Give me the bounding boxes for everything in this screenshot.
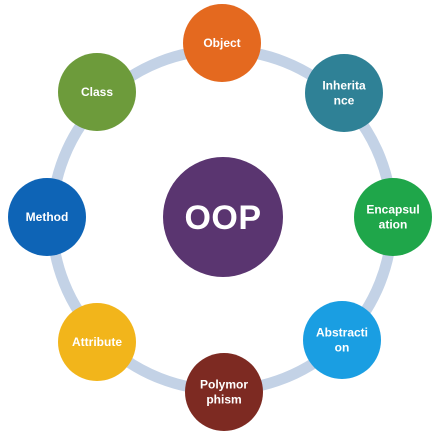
node-class-label-line: Class (81, 85, 113, 99)
center-hub-circle (163, 157, 283, 277)
node-inheritance-label: Inherita nce (322, 79, 366, 108)
node-polymorphism: Polymor phism (185, 353, 263, 431)
node-abstraction-label: Abstracti on (316, 326, 368, 355)
node-method-label-line: Method (26, 210, 69, 224)
node-object-label: Object (203, 36, 240, 50)
node-class-circle (58, 53, 136, 131)
node-method: Method (8, 178, 86, 256)
node-encapsulation-label-line: Encapsul (366, 203, 419, 217)
node-polymorphism-label-line: phism (206, 393, 241, 407)
node-encapsulation-label: Encapsul ation (366, 203, 419, 232)
node-attribute-label: Attribute (72, 335, 122, 349)
node-object: Object (183, 4, 261, 82)
node-method-circle (8, 178, 86, 256)
node-encapsulation-label-line: ation (379, 218, 408, 232)
node-polymorphism-label: Polymor phism (200, 378, 248, 407)
node-abstraction-circle (303, 301, 381, 379)
node-attribute-circle (58, 303, 136, 381)
node-inheritance-label-line: Inherita (322, 79, 366, 93)
node-attribute-label-line: Attribute (72, 335, 122, 349)
node-object-label-line: Object (203, 36, 240, 50)
node-inheritance-circle (305, 54, 383, 132)
node-class-label: Class (81, 85, 113, 99)
node-method-label: Method (26, 210, 69, 224)
node-abstraction-label-line: Abstracti (316, 326, 368, 340)
node-abstraction-label-line: on (335, 341, 350, 355)
center-hub-label: OOP (184, 199, 261, 237)
node-inheritance: Inherita nce (305, 54, 383, 132)
node-polymorphism-circle (185, 353, 263, 431)
node-object-circle (183, 4, 261, 82)
node-encapsulation: Encapsul ation (354, 178, 432, 256)
node-abstraction: Abstracti on (303, 301, 381, 379)
node-inheritance-label-line: nce (334, 94, 355, 108)
node-class: Class (58, 53, 136, 131)
node-encapsulation-circle (354, 178, 432, 256)
node-polymorphism-label-line: Polymor (200, 378, 248, 392)
center-hub: OOP (163, 157, 283, 277)
node-attribute: Attribute (58, 303, 136, 381)
